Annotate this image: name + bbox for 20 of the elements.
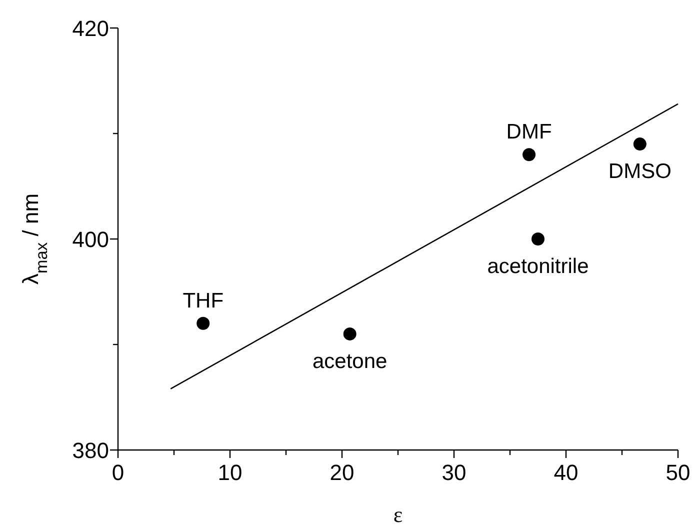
x-tick-label: 30 (442, 460, 466, 485)
point (522, 148, 536, 162)
annotation: THF (182, 289, 224, 312)
annotation: acetonitrile (487, 255, 589, 278)
x-tick-label: 40 (554, 460, 578, 485)
annotation: acetone (312, 350, 388, 373)
x-tick-label: 50 (666, 460, 690, 485)
point (343, 327, 356, 340)
annotation: DMF (506, 120, 552, 144)
x-axis-title: ε (393, 502, 403, 527)
annotation: DMSO (608, 160, 672, 184)
x-tick-label: 0 (112, 460, 124, 485)
x-tick-label: 20 (330, 460, 354, 485)
y-tick-label: 420 (72, 16, 109, 41)
x-tick-label: 10 (218, 460, 242, 485)
y-tick-label: 380 (72, 438, 109, 463)
point (633, 138, 646, 151)
y-tick-label: 400 (72, 227, 109, 252)
point (196, 316, 210, 330)
point (532, 232, 544, 246)
